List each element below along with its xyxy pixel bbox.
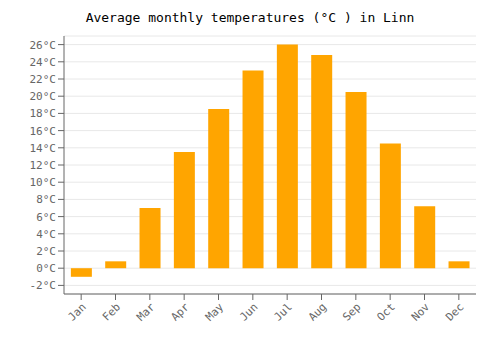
svg-text:Mar: Mar bbox=[134, 300, 158, 324]
svg-text:6°C: 6°C bbox=[36, 211, 56, 224]
svg-text:26°C: 26°C bbox=[30, 39, 57, 52]
svg-text:8°C: 8°C bbox=[36, 193, 56, 206]
svg-text:Feb: Feb bbox=[100, 300, 123, 323]
svg-text:Aug: Aug bbox=[306, 300, 329, 323]
svg-text:-2°C: -2°C bbox=[30, 279, 57, 292]
svg-text:Jun: Jun bbox=[237, 300, 260, 323]
svg-text:18°C: 18°C bbox=[30, 107, 57, 120]
svg-text:20°C: 20°C bbox=[30, 90, 57, 103]
svg-text:Jan: Jan bbox=[66, 300, 89, 323]
svg-text:24°C: 24°C bbox=[30, 56, 57, 69]
svg-text:Nov: Nov bbox=[409, 300, 433, 324]
svg-text:0°C: 0°C bbox=[36, 262, 56, 275]
svg-text:16°C: 16°C bbox=[30, 125, 57, 138]
svg-text:Jul: Jul bbox=[272, 300, 295, 323]
svg-text:Sep: Sep bbox=[340, 300, 363, 323]
svg-text:14°C: 14°C bbox=[30, 142, 57, 155]
svg-text:10°C: 10°C bbox=[30, 176, 57, 189]
svg-text:12°C: 12°C bbox=[30, 159, 57, 172]
svg-text:Oct: Oct bbox=[375, 300, 398, 323]
svg-text:Dec: Dec bbox=[443, 300, 466, 323]
svg-text:2°C: 2°C bbox=[36, 245, 56, 258]
svg-text:Apr: Apr bbox=[169, 300, 193, 324]
svg-text:22°C: 22°C bbox=[30, 73, 57, 86]
html-text:Average monthly temperatures (: Average monthly temperatures (°C ) in Li… bbox=[85, 10, 415, 25]
svg-text:May: May bbox=[203, 300, 227, 324]
svg-text:4°C: 4°C bbox=[36, 228, 56, 241]
